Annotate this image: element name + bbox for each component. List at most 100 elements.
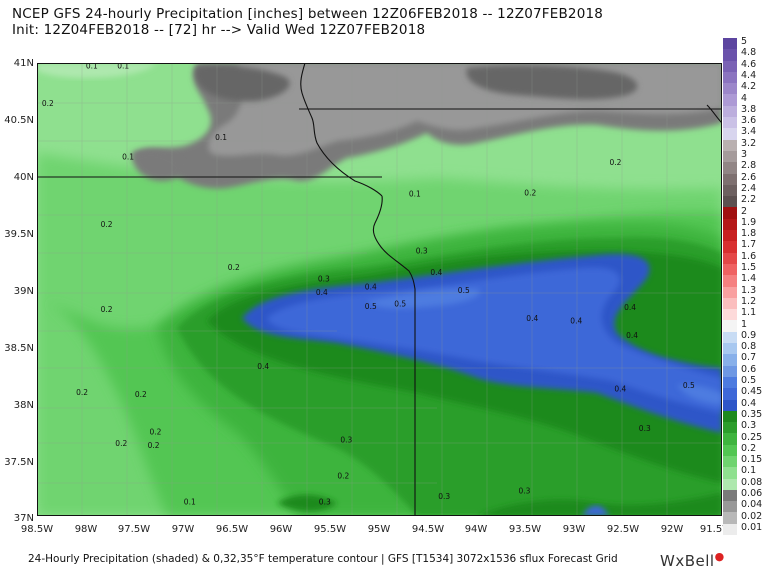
lat-label: 39.5N: [4, 229, 34, 240]
precip-value-label: 0.4: [624, 303, 636, 312]
colorbar-label: 2.8: [741, 160, 757, 172]
colorbar-label: 1.6: [741, 250, 757, 262]
precip-value-label: 0.2: [42, 99, 54, 108]
precip-value-label: 0.4: [626, 331, 638, 340]
colorbar-segment: [723, 252, 737, 264]
lon-label: 92.5W: [606, 524, 640, 535]
precip-value-label: 0.3: [416, 246, 428, 255]
footer-caption: 24-Hourly Precipitation (shaded) & 0,32,…: [28, 553, 618, 565]
precip-value-label: 0.3: [639, 424, 651, 433]
colorbar-segment: [723, 376, 737, 389]
colorbar-label: 0.9: [741, 329, 757, 341]
colorbar-label: 4.2: [741, 81, 757, 93]
precip-value-label: 0.5: [394, 300, 406, 309]
colorbar-segment: [723, 71, 737, 84]
colorbar-label: 0.08: [741, 476, 763, 488]
colorbar-segment: [723, 94, 737, 106]
colorbar-segment: [723, 388, 737, 400]
colorbar-label: 1.1: [741, 307, 757, 319]
colorbar-segment: [723, 196, 737, 208]
precip-field-trace-west: [132, 150, 184, 181]
precip-value-label: 0.4: [570, 317, 582, 326]
precip-value-label: 0.1: [215, 133, 227, 142]
colorbar-segment: [723, 263, 737, 276]
colorbar-segment: [723, 105, 737, 118]
colorbar-label: 2.4: [741, 182, 757, 194]
colorbar-label: 0.06: [741, 488, 763, 499]
precip-value-label: 0.2: [101, 305, 113, 314]
lon-label: 97W: [171, 524, 195, 535]
precip-value-label: 0.4: [257, 362, 269, 371]
colorbar-segment: [723, 309, 737, 321]
colorbar-segment: [723, 478, 737, 490]
colorbar-label: 2.6: [741, 171, 757, 183]
colorbar-label: 5: [741, 36, 748, 47]
colorbar-segment: [723, 275, 737, 287]
colorbar-segment: [723, 207, 737, 219]
lat-label: 38N: [13, 400, 34, 411]
precip-value-label: 0.3: [340, 435, 352, 444]
precip-value-label: 0.4: [365, 283, 377, 292]
county-lines: [37, 63, 722, 516]
lat-label: 41N: [13, 58, 34, 69]
precip-value-label: 0.3: [519, 486, 531, 495]
colorbar-segment: [723, 444, 737, 456]
precip-value-label: 0.2: [524, 189, 536, 198]
colorbar-label: 3.8: [741, 103, 757, 115]
colorbar-label: 0.2: [741, 442, 757, 454]
precip-value-label: 0.3: [319, 498, 331, 507]
colorbar-segment: [723, 139, 737, 151]
colorbar-segment: [723, 162, 737, 174]
colorbar-segment: [723, 297, 737, 310]
precip-value-label: 0.1: [122, 152, 134, 161]
precip-value-label: 0.2: [150, 428, 162, 437]
lat-label: 37.5N: [4, 457, 34, 468]
precipitation-map: 0.1 0.1 0.1 0.2 0.1 0.1 0.2 0.1 0.2 0.2 0.3 0.2 0.3 0…: [37, 63, 722, 516]
colorbar: [723, 38, 737, 536]
colorbar-label: 0.5: [741, 375, 757, 386]
colorbar-label: 0.45: [741, 386, 763, 398]
lat-label: 40N: [13, 172, 34, 183]
colorbar-label: 3.2: [741, 137, 757, 149]
colorbar-segment: [723, 218, 737, 231]
lon-label: 93W: [562, 524, 586, 535]
lon-label: 97.5W: [117, 524, 151, 535]
lon-label: 92W: [660, 524, 684, 535]
lon-label: 94.5W: [411, 524, 445, 535]
colorbar-segment: [723, 422, 737, 434]
colorbar-segment: [723, 455, 737, 468]
chart-subtitle: Init: 12Z04FEB2018 -- [72] hr --> Valid …: [12, 22, 426, 38]
colorbar-segment: [723, 173, 737, 185]
precip-value-label: 0.5: [683, 381, 695, 390]
colorbar-label: 1.9: [741, 216, 757, 228]
precip-value-label: 0.2: [101, 220, 113, 229]
colorbar-label: 4.8: [741, 47, 757, 59]
lat-label: 37N: [13, 513, 34, 524]
colorbar-label: 0.6: [741, 363, 757, 375]
colorbar-label: 0.02: [741, 510, 763, 522]
precip-value-label: 0.5: [458, 286, 470, 295]
colorbar-segment: [723, 331, 737, 344]
lon-label: 98.5W: [20, 524, 54, 535]
colorbar-label: 1.2: [741, 295, 757, 307]
colorbar-segment: [723, 512, 737, 524]
colorbar-label: 4: [741, 92, 748, 104]
brand-text: WxBell: [660, 552, 715, 570]
precip-value-label: 0.1: [117, 63, 129, 71]
colorbar-segment: [723, 354, 737, 366]
precip-value-label: 0.3: [318, 275, 330, 284]
colorbar-label: 3.6: [741, 115, 757, 127]
colorbar-segment: [723, 38, 737, 50]
colorbar-label: 0.35: [741, 408, 763, 420]
precip-value-label: 0.4: [526, 314, 538, 323]
colorbar-label: 1: [741, 318, 748, 330]
colorbar-label: 0.8: [741, 341, 757, 353]
colorbar-segment: [723, 83, 737, 95]
colorbar-segment: [723, 410, 737, 423]
brand-dot-icon: ●: [714, 550, 725, 563]
precip-value-label: 0.2: [135, 390, 147, 399]
colorbar-label: 0.1: [741, 465, 757, 477]
precip-value-label: 0.4: [316, 288, 328, 297]
precip-field-0.5: [367, 288, 722, 405]
colorbar-label: 1.5: [741, 262, 757, 273]
